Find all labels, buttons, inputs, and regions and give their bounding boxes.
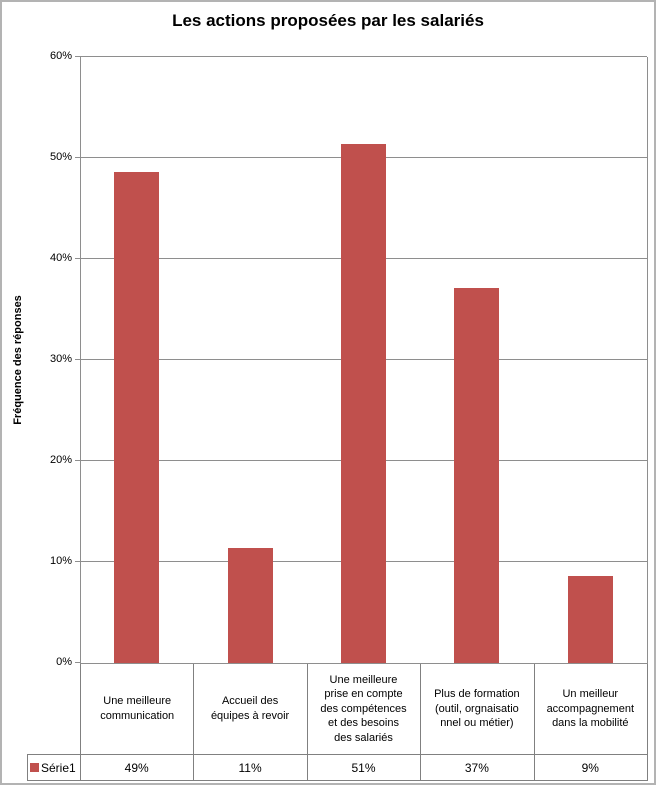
y-axis-tick: [75, 359, 80, 360]
y-axis-tick: [75, 662, 80, 663]
bar-5[interactable]: [567, 576, 613, 663]
bar-1[interactable]: [114, 172, 160, 663]
y-tick-label: 40%: [49, 252, 72, 264]
table-value-cell-4: 37%: [420, 754, 535, 781]
legend-series-label: Série1: [41, 760, 76, 775]
table-value-cell-1: 49%: [80, 754, 195, 781]
y-axis-tick: [75, 460, 80, 461]
y-tick-label: 0%: [56, 656, 72, 668]
y-axis-line: [80, 57, 81, 663]
table-value-cell-2: 11%: [193, 754, 308, 781]
category-label-2: Accueil des équipes à revoir: [193, 664, 308, 754]
category-label-4: Plus de formation (outil, orgnaisatio nn…: [420, 664, 535, 754]
bar-3[interactable]: [341, 144, 386, 663]
table-value-cell-3: 51%: [306, 754, 422, 781]
y-axis-tick: [75, 258, 80, 259]
y-axis-tick: [75, 157, 80, 158]
gridline: [80, 56, 647, 57]
x-axis-line: [80, 663, 648, 664]
legend-series1[interactable]: Série1: [27, 754, 81, 781]
bar-4[interactable]: [454, 288, 500, 663]
y-tick-label: 20%: [49, 454, 72, 466]
plot-right-border: [647, 57, 648, 663]
y-tick-label: 10%: [49, 555, 72, 567]
y-tick-label: 60%: [49, 50, 72, 62]
y-tick-label: 50%: [49, 151, 72, 163]
y-axis-tick: [75, 561, 80, 562]
category-label-1: Une meilleure communication: [80, 664, 195, 754]
y-axis-tick: [75, 56, 80, 57]
series-color-swatch-icon: [30, 763, 39, 772]
bar-2[interactable]: [227, 548, 273, 663]
y-axis-title: Fréquence des réponses: [12, 295, 24, 425]
chart-title: Les actions proposées par les salariés: [172, 11, 484, 30]
table-value-cell-5: 9%: [533, 754, 648, 781]
y-tick-label: 30%: [49, 353, 72, 365]
category-label-3: Une meilleure prise en compte des compét…: [307, 664, 422, 754]
category-label-5: Un meilleur accompagnement dans la mobil…: [534, 664, 648, 754]
